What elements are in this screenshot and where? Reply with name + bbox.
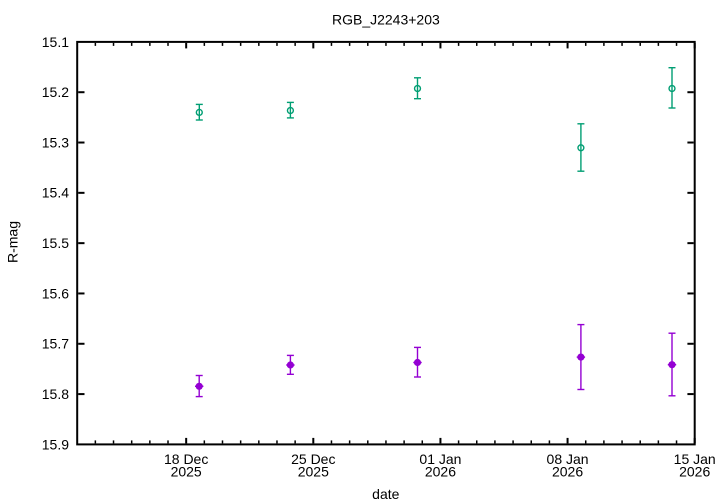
svg-text:15.1: 15.1 <box>42 34 69 50</box>
svg-text:RGB_J2243+203: RGB_J2243+203 <box>332 12 440 28</box>
svg-text:15.4: 15.4 <box>42 185 69 201</box>
svg-text:15.7: 15.7 <box>42 336 69 352</box>
svg-text:15.3: 15.3 <box>42 134 69 150</box>
svg-text:R-mag: R-mag <box>5 221 21 263</box>
svg-text:date: date <box>372 486 399 502</box>
svg-text:15.9: 15.9 <box>42 436 69 452</box>
svg-text:08 Jan: 08 Jan <box>547 451 589 467</box>
svg-text:15 Jan: 15 Jan <box>674 451 716 467</box>
svg-text:15.2: 15.2 <box>42 84 69 100</box>
svg-text:25 Dec: 25 Dec <box>291 451 335 467</box>
svg-text:2025: 2025 <box>298 464 329 480</box>
svg-text:15.8: 15.8 <box>42 386 69 402</box>
svg-text:15.6: 15.6 <box>42 285 69 301</box>
svg-text:2026: 2026 <box>679 464 710 480</box>
svg-text:2025: 2025 <box>171 464 202 480</box>
svg-text:01 Jan: 01 Jan <box>419 451 461 467</box>
svg-text:18 Dec: 18 Dec <box>164 451 208 467</box>
svg-text:2026: 2026 <box>552 464 583 480</box>
svg-text:15.5: 15.5 <box>42 235 69 251</box>
svg-text:2026: 2026 <box>425 464 456 480</box>
